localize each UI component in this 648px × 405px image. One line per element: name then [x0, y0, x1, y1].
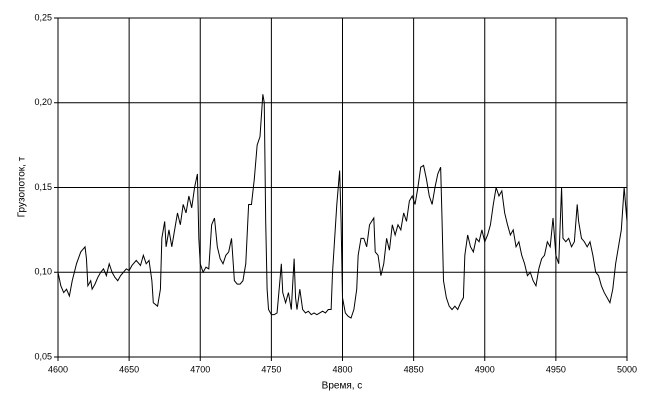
y-axis-label: Грузопоток, т	[17, 156, 28, 217]
x-tick-label: 4900	[475, 364, 495, 374]
x-tick-label: 4700	[190, 364, 210, 374]
x-tick-label: 4650	[119, 364, 139, 374]
y-tick-label: 0,20	[34, 97, 52, 107]
data-line	[57, 94, 628, 319]
x-tick-label: 4600	[48, 364, 68, 374]
x-tick-label: 4850	[404, 364, 424, 374]
x-tick-label: 4800	[332, 364, 352, 374]
x-tick-label: 4750	[261, 364, 281, 374]
y-tick-label: 0,15	[34, 182, 52, 192]
y-tick-label: 0,25	[34, 12, 52, 22]
y-tick-label: 0,05	[34, 351, 52, 361]
x-axis-label: Время, с	[322, 381, 363, 392]
x-tick-label: 4950	[546, 364, 566, 374]
x-tick-label: 5000	[617, 364, 637, 374]
y-tick-label: 0,10	[34, 267, 52, 277]
